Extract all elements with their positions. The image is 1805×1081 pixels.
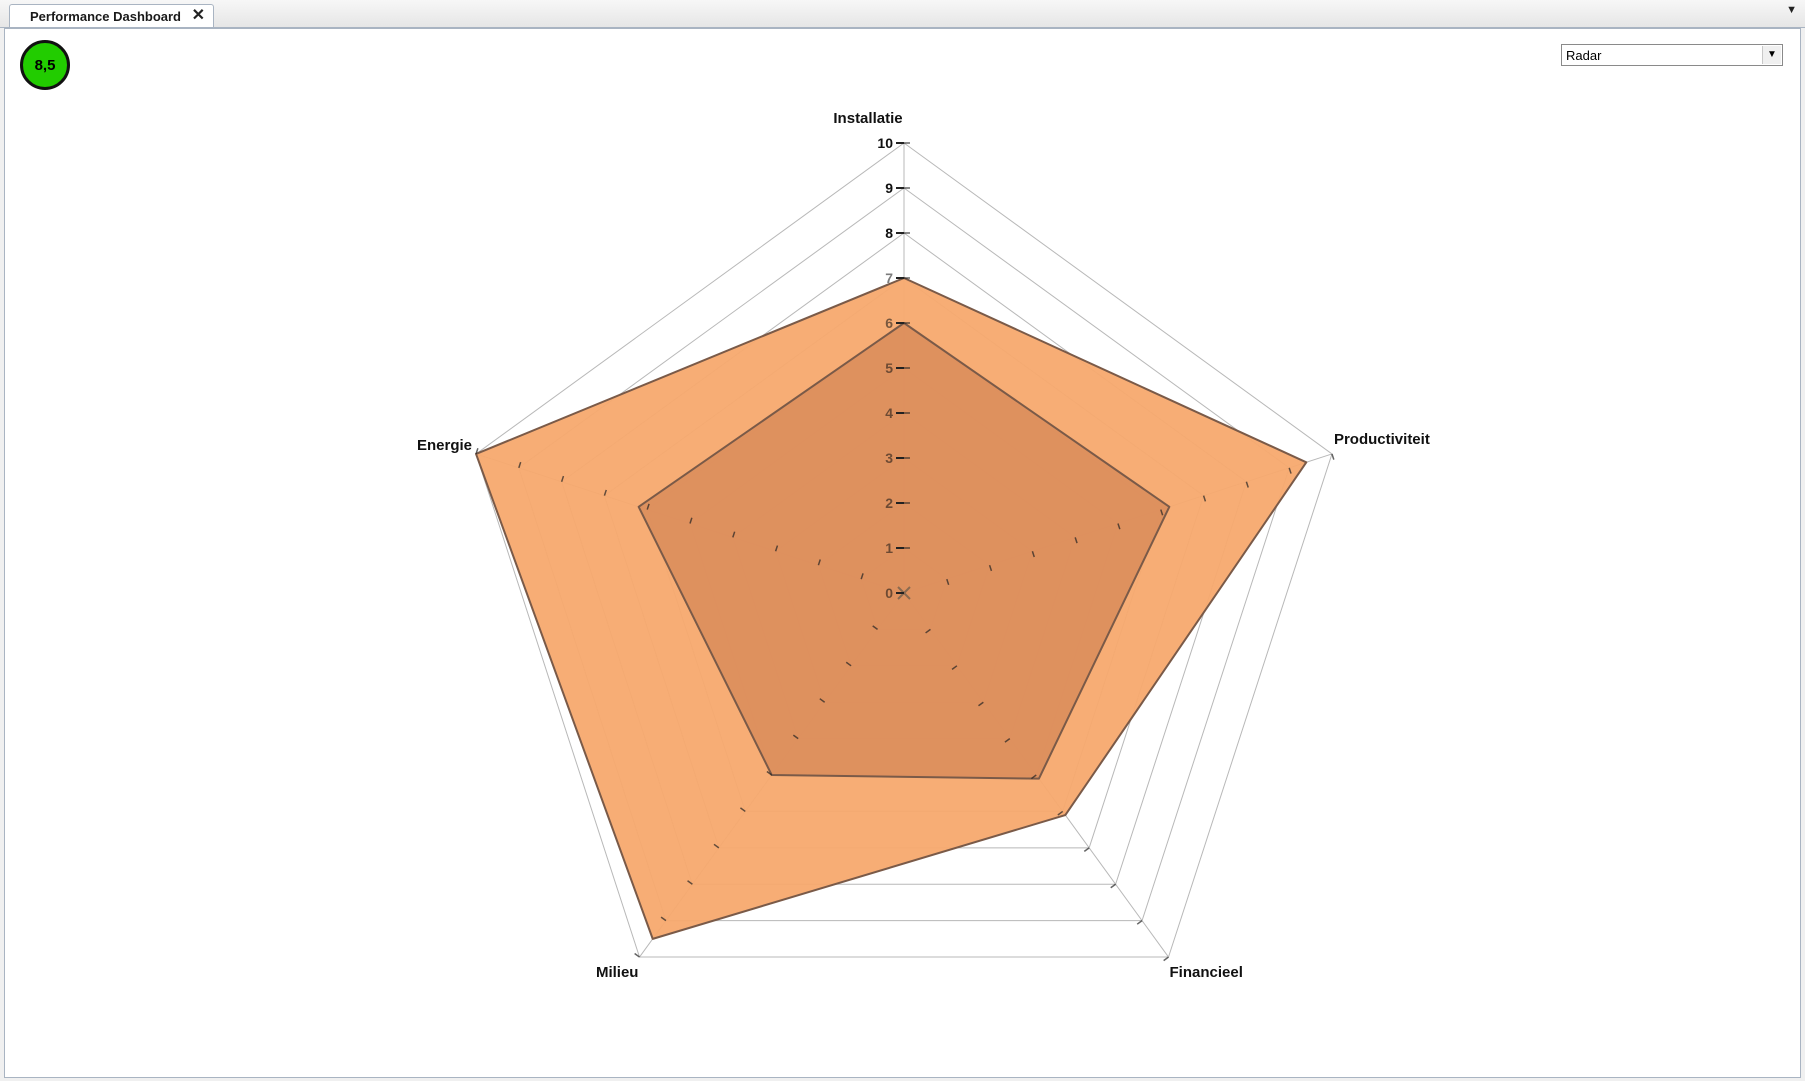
value-tick-label-8: 8 bbox=[885, 225, 893, 241]
axis-tick-3-1 bbox=[872, 625, 878, 631]
value-tick-label-1: 1 bbox=[885, 540, 893, 556]
tab-performance-dashboard[interactable]: Performance Dashboard ✕ bbox=[9, 4, 214, 27]
axis-tick-4-4 bbox=[732, 531, 736, 538]
value-tick-label-2: 2 bbox=[885, 495, 893, 511]
axis-tick-2-8 bbox=[1110, 883, 1117, 889]
axis-tick-1-7 bbox=[1202, 495, 1207, 502]
axis-tick-3-7 bbox=[713, 843, 720, 849]
axis-label-installatie: Installatie bbox=[833, 110, 902, 127]
tab-menu-chevron-down-icon[interactable]: ▼ bbox=[1786, 4, 1797, 16]
axis-tick-2-5 bbox=[1030, 774, 1037, 780]
axis-tick-3-4 bbox=[792, 734, 799, 740]
axis-label-milieu: Milieu bbox=[596, 964, 639, 981]
axis-tick-3-6 bbox=[740, 807, 746, 813]
value-tick-label-10: 10 bbox=[877, 135, 893, 151]
axis-tick-3-3 bbox=[819, 698, 826, 703]
axis-tick-1-9 bbox=[1288, 467, 1292, 474]
axis-tick-3-8 bbox=[687, 880, 693, 885]
close-icon[interactable]: ✕ bbox=[191, 7, 205, 24]
value-tick-label-9: 9 bbox=[885, 180, 893, 196]
axis-tick-2-3 bbox=[978, 701, 984, 707]
value-tick-label-5: 5 bbox=[885, 360, 893, 376]
axis-tick-2-6 bbox=[1057, 810, 1064, 816]
axis-tick-4-5 bbox=[689, 517, 693, 524]
axis-tick-1-10 bbox=[1331, 453, 1335, 460]
chart-type-selected: Radar bbox=[1566, 48, 1602, 63]
grid-ring-10 bbox=[475, 142, 1333, 958]
axis-tick-4-8 bbox=[560, 475, 565, 482]
axis-tick-2-7 bbox=[1083, 847, 1090, 852]
axis-tick-1-1 bbox=[946, 578, 950, 586]
axis-tick-2-2 bbox=[951, 665, 958, 670]
axis-tick-4-3 bbox=[774, 545, 779, 552]
axis-tick-1-6 bbox=[1160, 509, 1164, 516]
axis-label-energie: Energie bbox=[417, 437, 472, 454]
axis-tick-3-10 bbox=[634, 952, 640, 958]
tab-label: Performance Dashboard bbox=[30, 9, 181, 24]
axis-tick-1-5 bbox=[1117, 523, 1121, 530]
axis-tick-1-8 bbox=[1245, 481, 1249, 488]
axis-tick-2-4 bbox=[1004, 738, 1011, 743]
score-badge: 8,5 bbox=[20, 40, 70, 90]
value-tick-label-3: 3 bbox=[885, 450, 893, 466]
axis-tick-1-4 bbox=[1074, 537, 1078, 544]
axis-tick-3-2 bbox=[845, 661, 852, 667]
axis-tick-1-3 bbox=[1031, 551, 1035, 558]
value-tick-label-0: 0 bbox=[885, 585, 893, 601]
axis-tick-4-7 bbox=[603, 489, 607, 496]
axis-tick-2-10 bbox=[1163, 956, 1169, 962]
value-tick-label-4: 4 bbox=[885, 405, 893, 421]
axis-tick-4-10 bbox=[475, 448, 479, 455]
axis-tick-3-9 bbox=[660, 916, 667, 922]
axis-tick-2-1 bbox=[925, 628, 931, 634]
chart-type-select[interactable]: Radar ▼ bbox=[1561, 44, 1783, 66]
value-tick-label-6: 6 bbox=[885, 315, 893, 331]
radar-chart: 0 1 2 3 4 5 6 7 8 9 10 Installatie Productiviteit Fin… bbox=[417, 110, 1430, 981]
chevron-down-icon[interactable]: ▼ bbox=[1762, 46, 1781, 64]
score-value: 8,5 bbox=[34, 56, 56, 74]
axis-tick-4-2 bbox=[817, 559, 821, 566]
axis-tick-4-9 bbox=[518, 461, 522, 469]
axis-tick-3-5 bbox=[766, 770, 773, 776]
axis-tick-4-6 bbox=[646, 503, 650, 510]
axis-tick-2-9 bbox=[1136, 920, 1143, 925]
tab-strip: Performance Dashboard ✕ ▼ bbox=[0, 0, 1805, 28]
axis-label-financieel: Financieel bbox=[1170, 964, 1243, 981]
series-area-1 bbox=[637, 322, 1171, 780]
axis-tick-4-1 bbox=[860, 573, 864, 580]
value-tick-label-7: 7 bbox=[885, 270, 893, 286]
axis-tick-1-2 bbox=[988, 564, 993, 572]
axis-label-productiviteit: Productiviteit bbox=[1334, 431, 1430, 448]
